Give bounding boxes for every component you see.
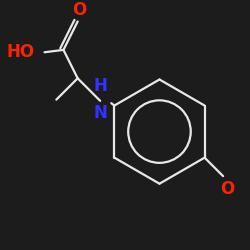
Text: N: N [93,104,107,122]
Text: HO: HO [7,43,35,61]
Text: O: O [220,180,234,198]
Text: H: H [93,77,107,95]
Text: O: O [72,1,86,19]
